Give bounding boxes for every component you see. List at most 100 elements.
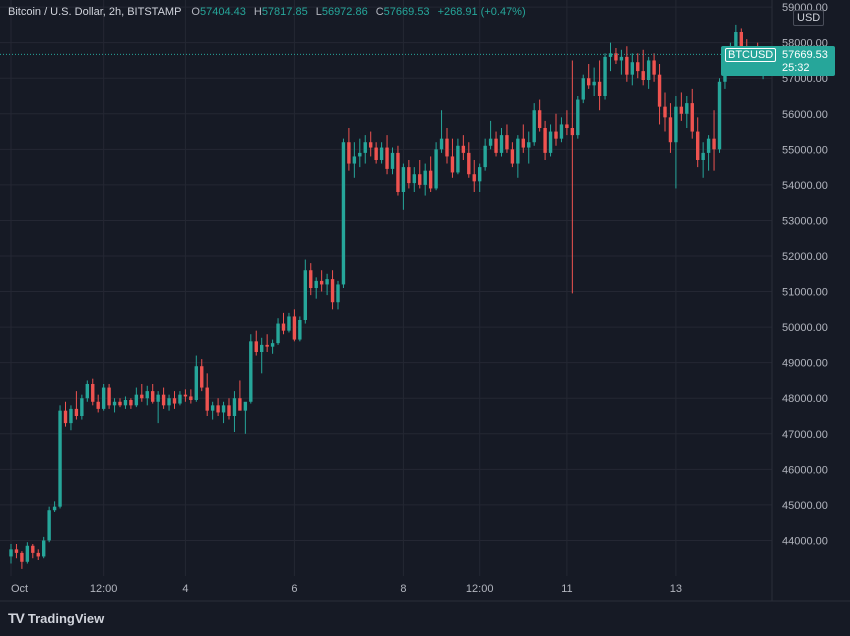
candle[interactable]: [341, 138, 346, 288]
time-axis[interactable]: Oct 12:00 4 6 8 12:00 11 13: [11, 583, 682, 595]
candle[interactable]: [407, 160, 411, 189]
candle[interactable]: [101, 384, 106, 411]
candle[interactable]: [636, 53, 640, 79]
candle[interactable]: [390, 147, 395, 175]
candle[interactable]: [396, 145, 400, 196]
candle[interactable]: [641, 49, 645, 86]
candle[interactable]: [167, 394, 171, 411]
candle[interactable]: [20, 551, 24, 569]
candle[interactable]: [478, 163, 482, 192]
candle[interactable]: [548, 124, 553, 157]
candle[interactable]: [587, 64, 591, 89]
candle[interactable]: [189, 389, 193, 404]
candle[interactable]: [499, 128, 504, 157]
candle[interactable]: [363, 135, 367, 164]
candle[interactable]: [336, 280, 340, 310]
candle[interactable]: [527, 131, 531, 164]
candle[interactable]: [668, 103, 673, 153]
candle[interactable]: [537, 99, 542, 132]
candle[interactable]: [249, 334, 253, 404]
candle[interactable]: [238, 380, 242, 411]
candle[interactable]: [483, 138, 487, 171]
symbol-title[interactable]: Bitcoin / U.S. Dollar, 2h, BITSTAMP: [8, 6, 182, 18]
candle[interactable]: [646, 56, 651, 89]
candle[interactable]: [401, 163, 406, 210]
candle[interactable]: [178, 391, 182, 406]
candle[interactable]: [145, 385, 149, 406]
candle[interactable]: [319, 270, 324, 292]
candle[interactable]: [172, 391, 177, 409]
candle[interactable]: [630, 53, 634, 86]
candle[interactable]: [516, 135, 520, 178]
candle[interactable]: [521, 124, 525, 153]
candle[interactable]: [467, 142, 471, 178]
candle[interactable]: [374, 142, 378, 164]
candle[interactable]: [292, 309, 297, 342]
candle[interactable]: [80, 394, 84, 420]
candle[interactable]: [129, 398, 133, 409]
candle[interactable]: [657, 64, 662, 125]
candle[interactable]: [298, 316, 302, 342]
candle[interactable]: [243, 401, 248, 434]
candle[interactable]: [63, 401, 68, 427]
candle[interactable]: [532, 103, 536, 146]
candle[interactable]: [663, 92, 667, 132]
price-axis[interactable]: 44000.00 45000.00 46000.00 47000.00 48000.00…: [782, 2, 828, 547]
candle[interactable]: [701, 142, 705, 178]
candle[interactable]: [450, 138, 455, 178]
candle[interactable]: [592, 67, 596, 96]
candle[interactable]: [112, 398, 117, 413]
candle[interactable]: [58, 405, 62, 509]
candle[interactable]: [570, 60, 575, 294]
candle[interactable]: [581, 74, 585, 104]
candle[interactable]: [52, 501, 57, 512]
candle[interactable]: [717, 78, 722, 153]
candle[interactable]: [156, 391, 160, 424]
candle[interactable]: [31, 544, 35, 559]
candle[interactable]: [140, 384, 144, 402]
candle[interactable]: [510, 142, 515, 168]
candle[interactable]: [303, 259, 307, 324]
candle[interactable]: [597, 60, 602, 111]
candle[interactable]: [461, 135, 466, 160]
candle[interactable]: [412, 167, 416, 192]
currency-badge[interactable]: USD: [793, 10, 825, 26]
candle[interactable]: [107, 384, 111, 409]
candle[interactable]: [232, 391, 237, 432]
candle[interactable]: [227, 398, 231, 420]
candle[interactable]: [456, 138, 460, 175]
candle[interactable]: [96, 394, 100, 413]
candle[interactable]: [712, 110, 716, 171]
candle[interactable]: [379, 142, 384, 164]
candle[interactable]: [696, 117, 700, 168]
candle[interactable]: [314, 277, 318, 299]
candle[interactable]: [679, 92, 684, 121]
candle[interactable]: [439, 110, 444, 153]
candle[interactable]: [9, 544, 13, 564]
candle[interactable]: [576, 96, 580, 139]
candle[interactable]: [369, 131, 373, 157]
candle[interactable]: [69, 405, 73, 431]
candle[interactable]: [674, 96, 678, 189]
candle[interactable]: [205, 373, 209, 416]
candle[interactable]: [690, 88, 694, 139]
plot-area[interactable]: [0, 0, 772, 601]
candle[interactable]: [194, 355, 198, 402]
candle[interactable]: [325, 273, 329, 296]
candle[interactable]: [330, 270, 335, 310]
candle[interactable]: [42, 536, 46, 559]
candle[interactable]: [554, 113, 558, 146]
candle[interactable]: [428, 156, 433, 192]
candle[interactable]: [494, 131, 498, 157]
candle[interactable]: [151, 384, 155, 404]
tradingview-brand[interactable]: TV TradingView: [8, 610, 104, 626]
candle[interactable]: [281, 312, 286, 335]
candle[interactable]: [418, 160, 422, 189]
candle[interactable]: [543, 120, 547, 160]
candle[interactable]: [472, 160, 476, 192]
candle[interactable]: [270, 339, 275, 354]
candle[interactable]: [603, 53, 607, 100]
candle[interactable]: [347, 128, 351, 171]
candle[interactable]: [309, 263, 313, 296]
